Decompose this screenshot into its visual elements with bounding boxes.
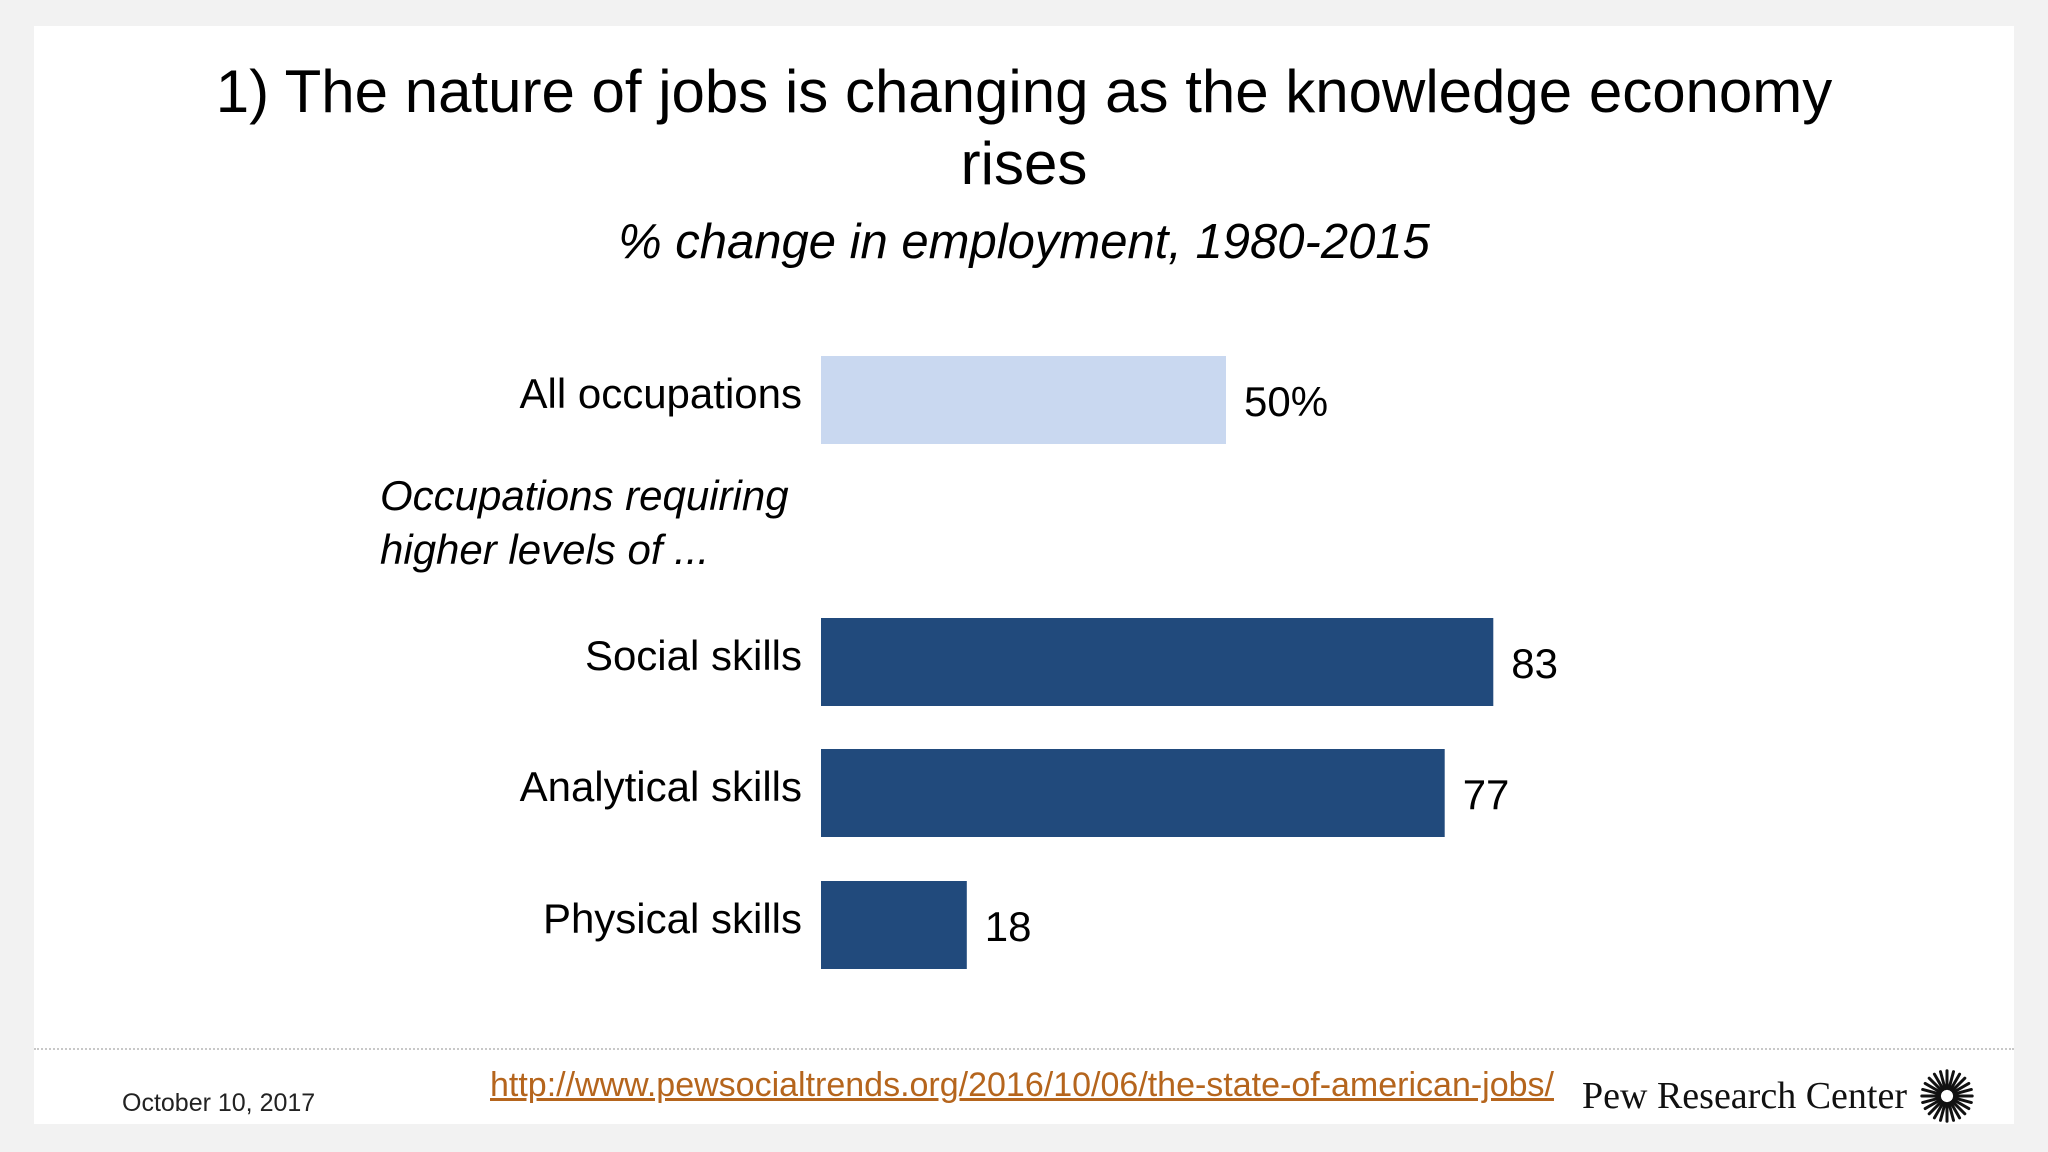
pew-logo: Pew Research Center [1582,1068,1975,1124]
category-label: Social skills [585,632,802,679]
value-label: 77 [1463,771,1510,818]
chart-subtitle: % change in employment, 1980-2015 [618,215,1430,269]
chart-title-line-1: 1) The nature of jobs is changing as the… [215,58,1833,125]
source-link[interactable]: http://www.pewsocialtrends.org/2016/10/0… [490,1066,1554,1104]
bar-chart: Occupations requiring higher levels of .… [380,356,1558,969]
sunburst-icon [1920,1069,1974,1123]
value-label: 50% [1244,378,1328,425]
logo-text: Pew Research Center [1582,1075,1907,1117]
bar-all-occupations [821,356,1226,444]
footer-date: October 10, 2017 [122,1089,316,1117]
group-label-line-1: Occupations requiring [380,472,789,519]
value-label: 18 [985,903,1032,950]
value-label: 83 [1511,640,1558,687]
slide: 1) The nature of jobs is changing as the… [34,26,2014,1124]
category-label: Physical skills [543,895,802,942]
group-label-line-2: higher levels of ... [380,526,709,573]
bar-physical-skills [821,881,967,969]
chart-title-line-2: rises [960,130,1088,197]
bars-group: All occupations 50% Social skills 83 Analyti… [520,356,1558,969]
category-label: All occupations [520,370,803,417]
category-label: Analytical skills [520,763,802,810]
bar-analytical-skills [821,749,1445,837]
bar-social-skills [821,618,1494,706]
footer-divider [34,1048,2014,1050]
chart-title: 1) The nature of jobs is changing as the… [34,56,2014,200]
